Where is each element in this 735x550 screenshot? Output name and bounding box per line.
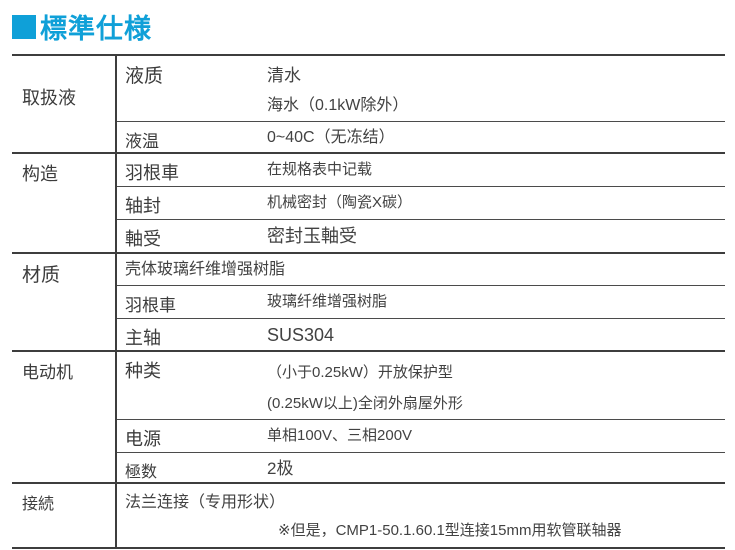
spec-value: 机械密封（陶瓷X碳） xyxy=(265,192,725,214)
section-rows: 法兰连接（专用形状） ※但是，CMP1-50.1.60.1型连接15mm用软管联… xyxy=(115,484,725,547)
spec-value-line: SUS304 xyxy=(267,325,335,345)
spec-table: 取扱液 液质 清水 海水（0.1kW除外） 液温 0~40C（无冻结） xyxy=(12,54,725,549)
spec-value: 在规格表中记载 xyxy=(265,159,725,181)
table-row: 壳体玻璃纤维增强树脂 xyxy=(117,254,725,286)
page-title-text: 標準仕様 xyxy=(40,14,152,44)
spec-value: 法兰连接（专用形状） ※但是，CMP1-50.1.60.1型连接15mm用软管联… xyxy=(117,489,725,545)
spec-sublabel: 羽根車 xyxy=(125,296,176,315)
spec-sublabel: 轴封 xyxy=(125,196,161,216)
section-material: 材质 壳体玻璃纤维增强树脂 羽根車 玻璃纤维增强树脂 主轴 SUS304 xyxy=(12,254,725,352)
table-row: 液温 0~40C（无冻结） xyxy=(117,122,725,152)
spec-value: 2极 xyxy=(265,458,725,480)
spec-value: 单相100V、三相200V xyxy=(265,425,725,447)
section-rows: 壳体玻璃纤维增强树脂 羽根車 玻璃纤维增强树脂 主轴 SUS304 xyxy=(115,254,725,350)
table-row: 主轴 SUS304 xyxy=(117,319,725,350)
spec-value-line: 0~40C（无冻结） xyxy=(267,129,395,146)
spec-value: SUS304 xyxy=(265,324,725,346)
section-structure: 构造 羽根車 在规格表中记载 轴封 机械密封（陶瓷X碳） 軸受 xyxy=(12,154,725,254)
spec-value: 玻璃纤维增强树脂 xyxy=(265,291,725,313)
spec-sublabel: 液质 xyxy=(125,66,164,87)
spec-value-note-line: ※但是，CMP1-50.1.60.1型连接15mm用软管联轴器 xyxy=(278,522,622,539)
spec-value-line: 机械密封（陶瓷X碳） xyxy=(267,194,413,211)
spec-value-line: 法兰连接（专用形状） xyxy=(125,494,286,511)
spec-sublabel: 电源 xyxy=(125,429,161,449)
page-title: 標準仕様 xyxy=(12,7,152,46)
category-label: 接続 xyxy=(22,496,55,513)
section-rows: 种类 （小于0.25kW）开放保护型 (0.25kW以上)全闭外扇屋外形 电源 … xyxy=(115,352,725,482)
spec-value: 清水 海水（0.1kW除外） xyxy=(265,61,725,121)
section-rows: 液质 清水 海水（0.1kW除外） 液温 0~40C（无冻结） xyxy=(115,56,725,152)
spec-value-line: (0.25kW以上)全闭外扇屋外形 xyxy=(267,395,463,412)
spec-sublabel: 种类 xyxy=(125,361,161,381)
spec-sublabel: 極数 xyxy=(125,464,158,481)
category-label: 电动机 xyxy=(22,363,73,382)
spec-value-line: （小于0.25kW）开放保护型 xyxy=(267,364,453,381)
spec-value-line: 在规格表中记载 xyxy=(267,161,373,178)
spec-value-line: 海水（0.1kW除外） xyxy=(267,97,409,114)
table-row: 轴封 机械密封（陶瓷X碳） xyxy=(117,187,725,220)
section-handled-liquid: 取扱液 液质 清水 海水（0.1kW除外） 液温 0~40C（无冻结） xyxy=(12,56,725,154)
spec-value-line: 玻璃纤维增强树脂 xyxy=(267,293,388,310)
spec-value: （小于0.25kW）开放保护型 (0.25kW以上)全闭外扇屋外形 xyxy=(265,357,725,419)
spec-sublabel: 液温 xyxy=(125,132,159,151)
table-row: 極数 2极 xyxy=(117,453,725,482)
spec-value: 0~40C（无冻结） xyxy=(265,127,725,149)
section-motor: 电动机 种类 （小于0.25kW）开放保护型 (0.25kW以上)全闭外扇屋外形… xyxy=(12,352,725,484)
spec-value-line: 2极 xyxy=(267,459,294,478)
table-row: 液质 清水 海水（0.1kW除外） xyxy=(117,56,725,122)
spec-value-line: 清水 xyxy=(267,66,301,85)
spec-sublabel: 羽根車 xyxy=(125,163,179,183)
table-row: 种类 （小于0.25kW）开放保护型 (0.25kW以上)全闭外扇屋外形 xyxy=(117,352,725,420)
table-row: 法兰连接（专用形状） ※但是，CMP1-50.1.60.1型连接15mm用软管联… xyxy=(117,484,725,547)
table-row: 羽根車 玻璃纤维增强树脂 xyxy=(117,286,725,319)
section-connection: 接続 法兰连接（专用形状） ※但是，CMP1-50.1.60.1型连接15mm用… xyxy=(12,484,725,547)
table-row: 羽根車 在规格表中记载 xyxy=(117,154,725,187)
category-label: 取扱液 xyxy=(22,88,76,108)
spec-value: 密封玉軸受 xyxy=(265,225,725,247)
category-label: 材质 xyxy=(22,265,61,286)
table-row: 軸受 密封玉軸受 xyxy=(117,220,725,252)
spec-value: 壳体玻璃纤维增强树脂 xyxy=(117,259,725,281)
title-square-icon xyxy=(12,14,36,39)
section-rows: 羽根車 在规格表中记载 轴封 机械密封（陶瓷X碳） 軸受 密封玉軸受 xyxy=(115,154,725,252)
spec-sublabel: 主轴 xyxy=(125,328,161,348)
category-label: 构造 xyxy=(22,164,58,184)
table-row: 电源 单相100V、三相200V xyxy=(117,420,725,453)
spec-value-line: 壳体玻璃纤维增强树脂 xyxy=(125,261,286,278)
spec-value-line: 密封玉軸受 xyxy=(267,226,357,246)
spec-sublabel: 軸受 xyxy=(125,229,161,249)
spec-value-line: 单相100V、三相200V xyxy=(267,427,413,444)
